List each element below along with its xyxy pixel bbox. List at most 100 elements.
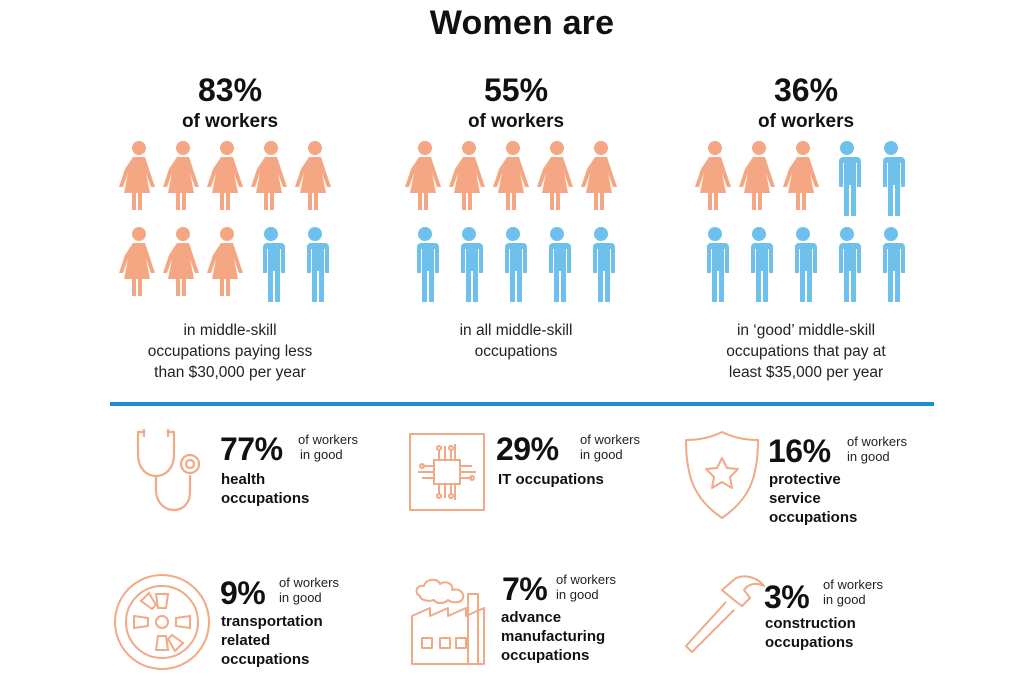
stat-label-line: occupations — [501, 647, 590, 664]
description-line: occupations paying less — [147, 343, 313, 360]
shield-star-icon — [685, 431, 759, 519]
stat-note-line: in good — [847, 449, 890, 464]
stat-note: of workers in good — [298, 432, 358, 462]
stat-label-line: occupations — [765, 634, 854, 651]
woman-icon — [207, 227, 243, 296]
man-icon — [881, 227, 905, 302]
woman-icon — [405, 141, 441, 210]
woman-icon — [581, 141, 617, 210]
stat-percent: 29% — [496, 431, 559, 467]
people-figures — [405, 141, 617, 302]
man-icon — [749, 227, 773, 302]
column-description: in middle-skill occupations paying less … — [90, 320, 370, 383]
stat-note-line: in good — [580, 447, 623, 462]
stat-label-line: related — [221, 632, 271, 649]
column-percent: 83% — [197, 72, 263, 108]
man-icon — [837, 227, 861, 302]
description-line: than $30,000 per year — [154, 364, 306, 381]
stat-health: 77% of workers in good health occupation… — [130, 426, 410, 546]
column-percent: 36% — [773, 72, 839, 108]
stat-column-3: 36% of workers in ‘good’ middle-skill oc… — [666, 72, 946, 383]
description-line: in ‘good’ middle-skill — [736, 322, 876, 339]
woman-icon — [493, 141, 529, 210]
column-subtitle: of workers — [757, 111, 855, 132]
column-subtitle: of workers — [181, 111, 279, 132]
stat-percent: 16% — [768, 433, 831, 469]
people-figures — [695, 141, 905, 302]
woman-icon — [295, 141, 331, 210]
stat-percent: 3% — [764, 579, 810, 615]
stat-note-line: in good — [823, 592, 866, 607]
stat-construction: 3% of workers in good construction occup… — [682, 574, 962, 694]
column-percent: 55% — [483, 72, 549, 108]
description-line: occupations that pay at — [726, 343, 886, 360]
stat-percent: 77% — [220, 431, 283, 467]
stat-column-1: 83% of workers in middle-skill occupatio… — [90, 72, 370, 383]
woman-icon — [739, 141, 775, 210]
stat-note-line: in good — [300, 447, 343, 462]
stat-label: IT occupations — [498, 470, 604, 489]
stat-label-line: occupations — [221, 490, 310, 507]
stat-note-line: of workers — [823, 577, 883, 592]
man-icon — [547, 227, 571, 302]
stat-protective: 16% of workers in good protective servic… — [682, 428, 962, 548]
stat-label: health occupations — [221, 470, 309, 508]
hammer-icon — [685, 575, 765, 653]
microchip-icon — [409, 433, 485, 511]
man-icon — [503, 227, 527, 302]
woman-icon — [163, 227, 199, 296]
stat-note-line: in good — [556, 587, 599, 602]
woman-icon — [119, 141, 155, 210]
woman-icon — [783, 141, 819, 210]
page-title: Women are — [429, 4, 615, 42]
stat-column-2: 55% of workers in all middle-skill occup… — [376, 72, 656, 362]
stat-manufacturing: 7% of workers in good advance manufactur… — [406, 572, 686, 692]
stat-label-line: advance — [501, 609, 562, 626]
stat-label-line: service — [769, 490, 821, 507]
stat-it: 29% of workers in good IT occupations — [406, 430, 686, 550]
stat-label-line: construction — [765, 615, 856, 632]
stat-note: of workers in good — [556, 572, 616, 602]
stat-note-line: of workers — [279, 575, 339, 590]
stat-label: transportation related occupations — [221, 612, 323, 669]
stat-note: of workers in good — [847, 434, 907, 464]
man-icon — [705, 227, 729, 302]
stat-label-line: occupations — [221, 651, 310, 668]
stat-note-line: of workers — [556, 572, 616, 587]
woman-icon — [537, 141, 573, 210]
stat-label-line: manufacturing — [501, 628, 606, 645]
divider-line — [110, 402, 934, 406]
man-icon — [591, 227, 615, 302]
woman-icon — [207, 141, 243, 210]
man-icon — [261, 227, 285, 302]
description-line: occupations — [474, 343, 558, 360]
woman-icon — [119, 227, 155, 296]
stat-transportation: 9% of workers in good transportation rel… — [112, 572, 392, 692]
man-icon — [793, 227, 817, 302]
column-description: in ‘good’ middle-skill occupations that … — [666, 320, 946, 383]
woman-icon — [449, 141, 485, 210]
description-line: in all middle-skill — [459, 322, 573, 339]
stat-label-line: protective — [769, 471, 841, 488]
man-icon — [881, 141, 905, 216]
stat-label-line: transportation — [221, 613, 323, 630]
stat-note-line: of workers — [847, 434, 907, 449]
woman-icon — [695, 141, 731, 210]
stat-percent: 7% — [502, 571, 548, 607]
man-icon — [305, 227, 329, 302]
description-line: least $35,000 per year — [728, 364, 884, 381]
people-pictogram — [401, 140, 631, 310]
stat-note: of workers in good — [279, 575, 339, 605]
man-icon — [415, 227, 439, 302]
description-line: in middle-skill — [183, 322, 277, 339]
stat-label-line: IT occupations — [498, 471, 604, 488]
stethoscope-icon — [136, 428, 201, 512]
woman-icon — [251, 141, 287, 210]
stat-percent: 9% — [220, 575, 266, 611]
man-icon — [837, 141, 861, 216]
stat-label-line: health — [221, 471, 266, 488]
wheel-icon — [114, 574, 210, 670]
column-subtitle: of workers — [467, 111, 565, 132]
stat-label: advance manufacturing occupations — [501, 608, 605, 665]
column-description: in all middle-skill occupations — [376, 320, 656, 362]
